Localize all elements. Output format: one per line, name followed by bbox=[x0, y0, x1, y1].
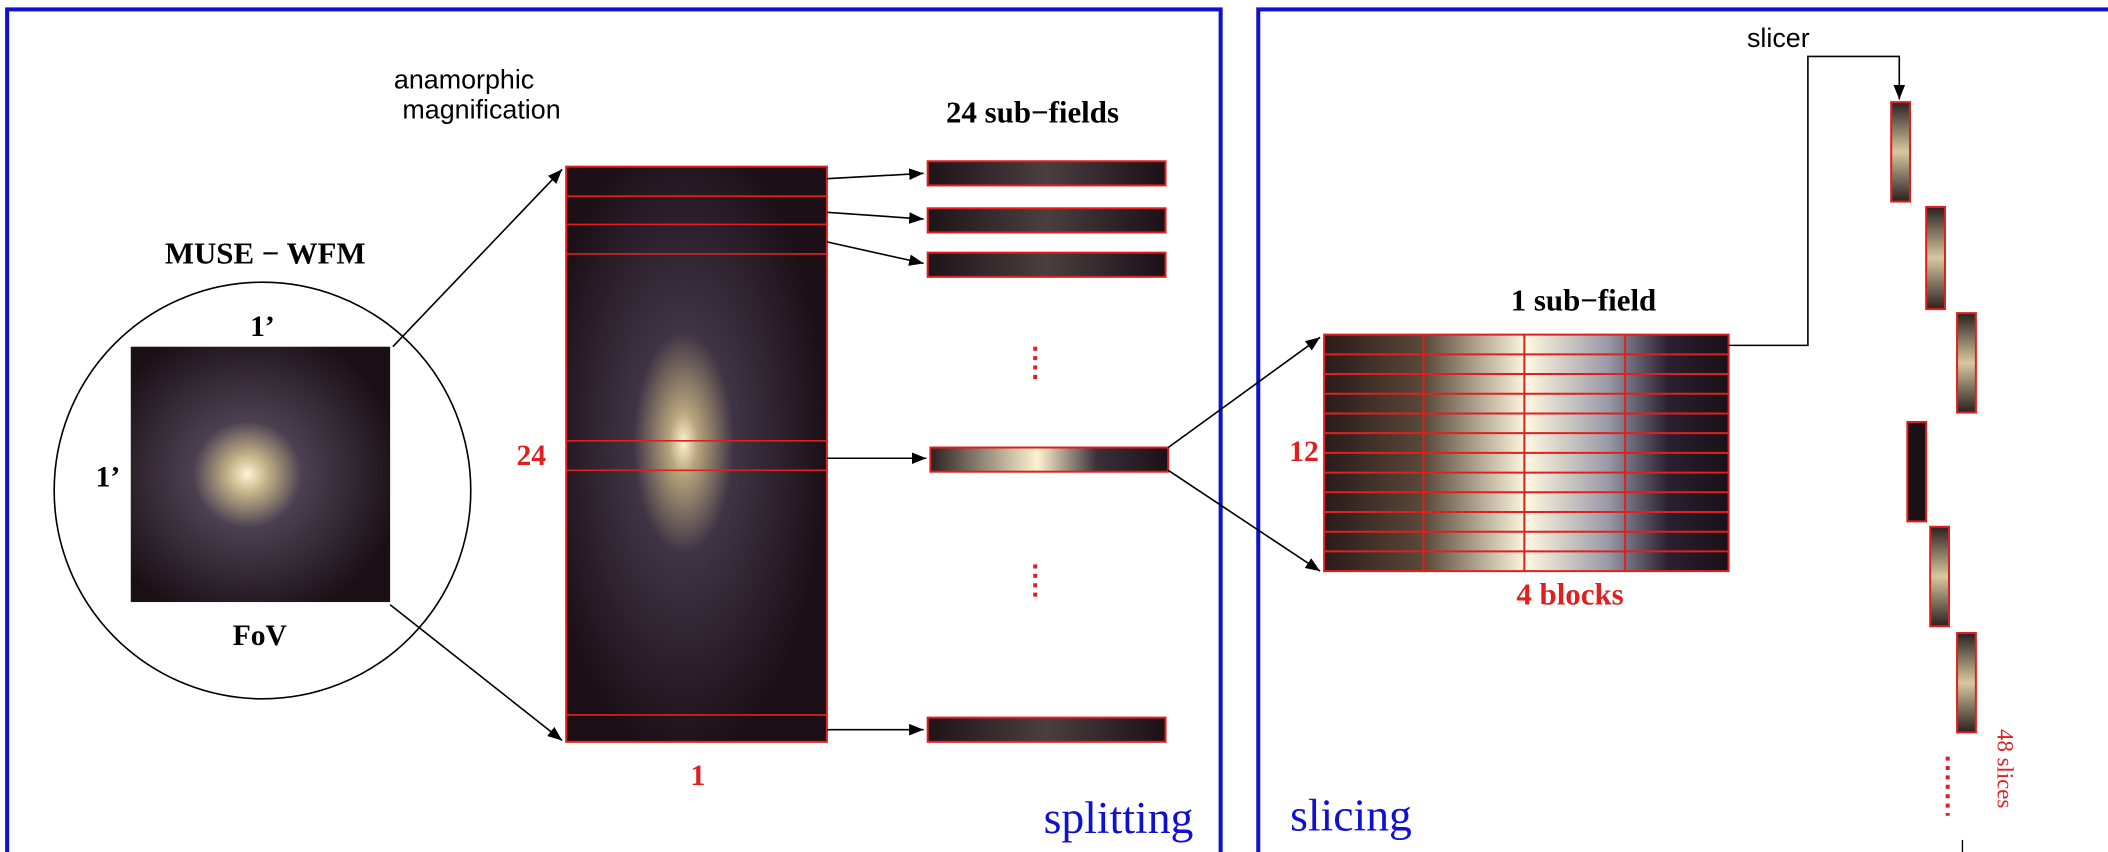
splitting-panel: anamorphic magnification 24 sub−fields M… bbox=[54, 65, 1193, 843]
panel-label: splitting bbox=[1044, 792, 1194, 843]
slices-count: 48 slices bbox=[1992, 729, 2017, 808]
slicer-label: slicer bbox=[1747, 23, 1810, 53]
blocks-count: 4 blocks bbox=[1516, 577, 1623, 612]
page: {"splitting":{"label":"splitting","instr… bbox=[0, 0, 2108, 852]
magnification-line1: anamorphic bbox=[394, 65, 534, 95]
slicing-panel: slicer 1 sub−field 12 4 blocks 48 slices… bbox=[1168, 23, 2017, 852]
fov-left: 1’ bbox=[96, 461, 121, 493]
magnified-image bbox=[566, 167, 827, 742]
sub-field-strips bbox=[928, 161, 1169, 742]
slicer-arrow bbox=[1729, 56, 1900, 345]
rows-count: 12 bbox=[1289, 436, 1319, 468]
fov-label: FoV bbox=[233, 620, 287, 652]
subfield-title: 1 sub−field bbox=[1511, 282, 1656, 317]
slices bbox=[1891, 102, 1976, 732]
count-top: 24 bbox=[516, 440, 546, 472]
galaxy-image bbox=[131, 347, 390, 602]
subfields-title: 24 sub−fields bbox=[946, 94, 1119, 129]
diagram: anamorphic magnification 24 sub−fields M… bbox=[0, 0, 2108, 852]
count-bottom: 1 bbox=[690, 760, 705, 792]
magnification-line2: magnification bbox=[402, 94, 560, 124]
panel-label: slicing bbox=[1290, 789, 1412, 840]
fov-top: 1’ bbox=[250, 311, 275, 343]
instrument: MUSE − WFM bbox=[165, 235, 366, 270]
